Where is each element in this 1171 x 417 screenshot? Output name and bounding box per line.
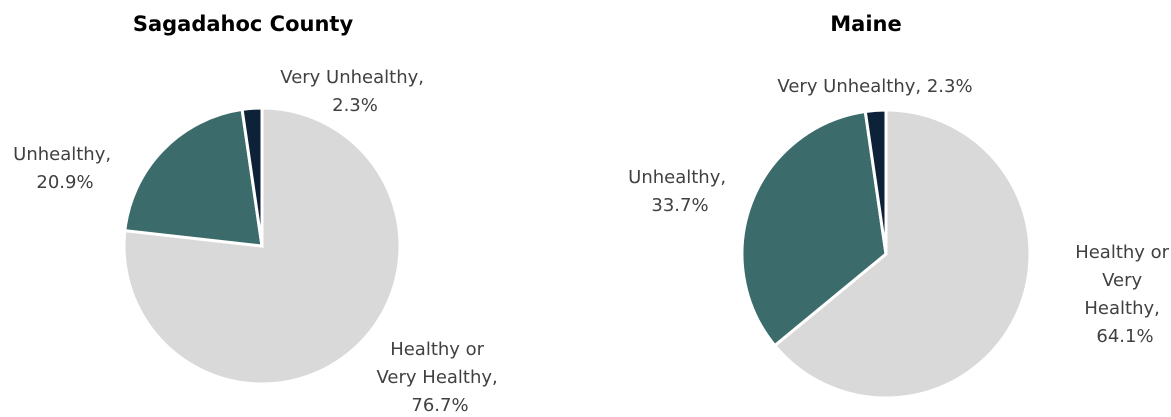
data-label-line: 20.9% — [36, 172, 93, 193]
chart-title: Sagadahoc County — [133, 12, 354, 36]
pie-slice — [772, 108, 1032, 400]
data-label-line: Healthy or — [390, 339, 490, 360]
pie-slice — [740, 109, 888, 348]
data-label-line: Unhealthy, — [13, 144, 117, 165]
data-label: Healthy or Very Healthy, 64.1% — [1075, 242, 1171, 347]
data-label-line: Healthy or — [1075, 242, 1171, 263]
data-label-line: Unhealthy, — [628, 167, 732, 188]
pie-slice — [240, 106, 264, 247]
pie-slice — [123, 107, 264, 248]
data-label-line: 76.7% — [411, 395, 468, 416]
data-label: Unhealthy, 20.9% — [13, 144, 117, 193]
chart-title: Maine — [830, 12, 901, 36]
pie-slice — [863, 108, 888, 255]
data-label: Very Unhealthy, 2.3% — [280, 67, 429, 116]
data-label-line: Very Unhealthy, 2.3% — [777, 76, 972, 97]
data-label-line: Very Unhealthy, — [280, 67, 429, 88]
data-label: Very Unhealthy, 2.3% — [777, 76, 972, 97]
data-label-line: 33.7% — [651, 195, 708, 216]
data-label-line: Very — [1102, 270, 1148, 291]
data-label-line: Healthy, — [1084, 298, 1165, 319]
data-label: Unhealthy, 33.7% — [628, 167, 732, 216]
data-label-line: 2.3% — [332, 95, 378, 116]
data-label-line: 64.1% — [1096, 326, 1153, 347]
data-label-line: Very Healthy, — [377, 367, 504, 388]
data-label: Healthy or Very Healthy, 76.7% — [377, 339, 504, 416]
